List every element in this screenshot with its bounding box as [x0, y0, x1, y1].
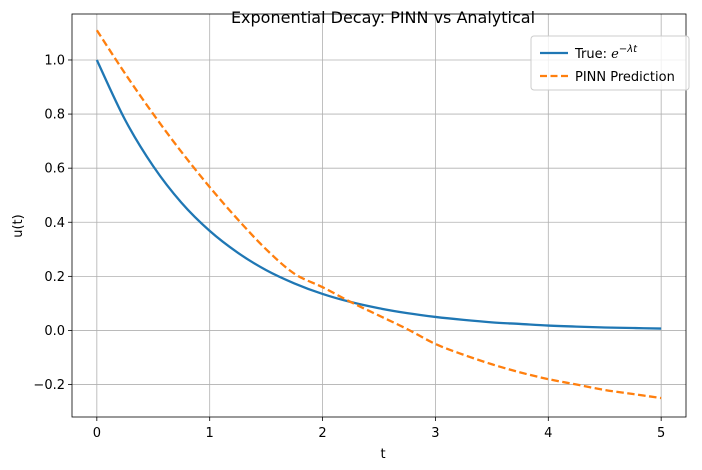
y-tick-label: 0.6 [44, 162, 65, 177]
series-layer [95, 29, 662, 400]
x-tick-label: 3 [431, 426, 439, 441]
y-tick-label: 0.8 [44, 108, 65, 123]
grid [72, 14, 686, 417]
legend-box [530, 35, 690, 91]
plot-frame [71, 13, 687, 418]
legend-label-true-base: e [611, 47, 619, 62]
legend-label-true-exponent: −λt [619, 44, 638, 55]
y-axis-label: u(t) [11, 214, 26, 237]
y-tick-label: 0.0 [44, 324, 65, 339]
x-tick-label: 0 [93, 426, 101, 441]
series-true-line [95, 59, 662, 330]
y-tick-label: −0.2 [33, 378, 65, 393]
y-tick-label: 1.0 [44, 53, 65, 68]
chart-title: Exponential Decay: PINN vs Analytical [231, 8, 535, 27]
legend-label-pinn: PINN Prediction [575, 70, 675, 85]
y-tick-label: 0.2 [44, 270, 65, 285]
x-tick-label: 4 [544, 426, 552, 441]
series-pinn-line [95, 29, 662, 400]
x-tick-label: 5 [657, 426, 665, 441]
legend: True: e−λt PINN Prediction [530, 35, 690, 91]
x-tick-label: 2 [318, 426, 326, 441]
x-axis-label: t [380, 447, 385, 462]
legend-label-true: True: e−λt [574, 44, 638, 62]
legend-label-true-prefix: True: [574, 47, 611, 62]
ticks: 0 1 2 3 4 5 −0.2 0.0 0.2 0.4 0.6 0.8 1.0 [33, 53, 665, 441]
y-tick-label: 0.4 [44, 216, 65, 231]
x-tick-label: 1 [206, 426, 214, 441]
